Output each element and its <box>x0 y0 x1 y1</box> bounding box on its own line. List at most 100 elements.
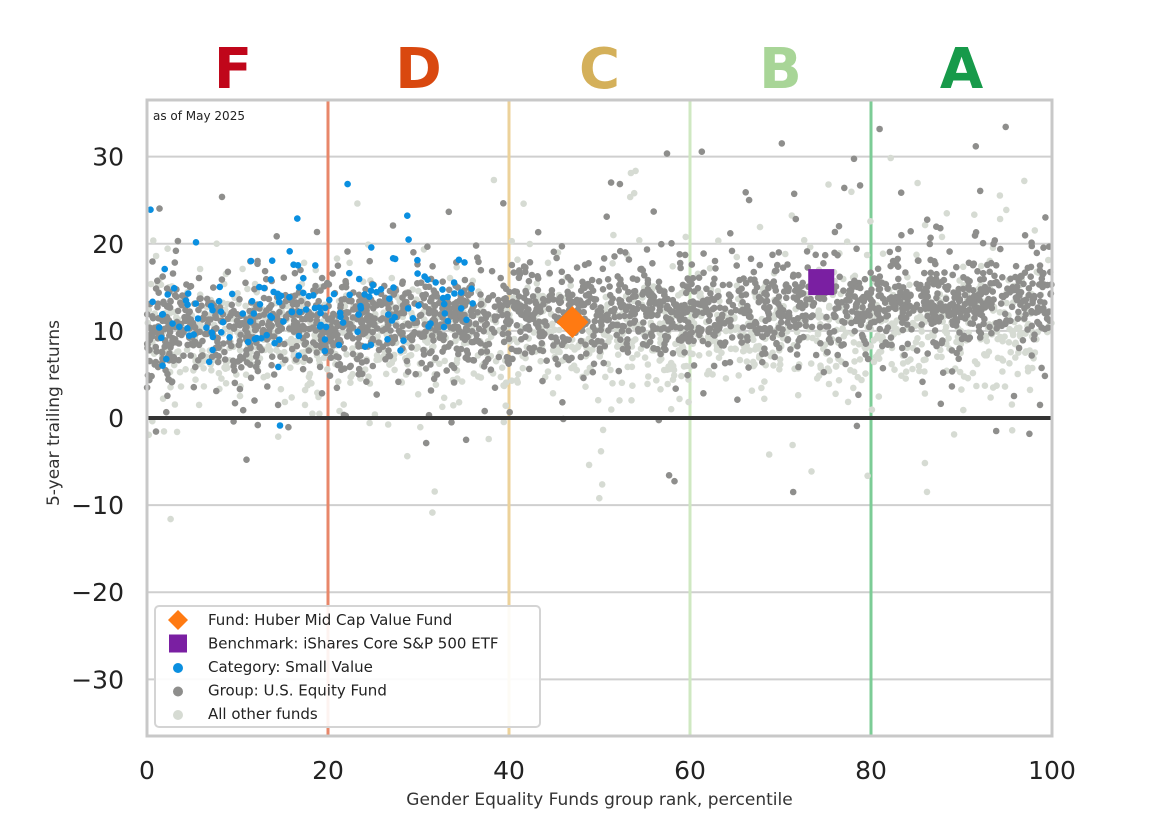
all-other-fund-point <box>870 358 878 366</box>
group-fund-point <box>451 309 459 317</box>
group-fund-point <box>700 390 707 397</box>
group-fund-point <box>927 234 934 242</box>
group-fund-point <box>629 275 637 282</box>
all-other-fund-point <box>452 337 459 345</box>
group-fund-point <box>495 353 503 361</box>
all-other-fund-point <box>421 316 428 323</box>
category-fund-point <box>170 284 178 292</box>
group-fund-point <box>932 340 940 347</box>
all-other-fund-point <box>644 380 651 388</box>
group-fund-point <box>304 300 311 308</box>
all-other-fund-point <box>287 364 294 372</box>
group-fund-point <box>430 375 438 383</box>
group-fund-point <box>553 254 560 262</box>
group-fund-point <box>858 295 865 303</box>
group-fund-point <box>239 406 247 414</box>
all-other-fund-point <box>923 488 931 496</box>
group-fund-point <box>904 340 912 348</box>
group-fund-point <box>1030 335 1038 343</box>
group-fund-point <box>899 284 907 291</box>
category-fund-point <box>295 332 303 340</box>
group-fund-point <box>212 314 220 322</box>
group-fund-point <box>355 334 363 342</box>
group-fund-point <box>715 292 722 300</box>
all-other-fund-point <box>636 237 643 244</box>
group-fund-point <box>385 305 392 312</box>
all-other-fund-point <box>921 459 929 467</box>
group-fund-point <box>518 311 525 318</box>
group-fund-point <box>243 456 250 464</box>
group-fund-point <box>959 304 967 312</box>
group-fund-point <box>256 344 264 352</box>
category-fund-point <box>386 295 393 303</box>
group-fund-point <box>715 316 722 323</box>
all-other-fund-point <box>281 398 289 406</box>
group-fund-point <box>640 319 647 326</box>
group-fund-point <box>503 310 511 318</box>
all-other-fund-point <box>922 356 929 363</box>
group-fund-point <box>595 278 603 285</box>
group-fund-point <box>697 328 704 335</box>
all-other-fund-point <box>733 253 741 261</box>
group-fund-point <box>562 353 570 361</box>
group-fund-point <box>427 387 435 394</box>
group-fund-point <box>500 338 508 346</box>
group-fund-point <box>779 312 786 319</box>
group-fund-point <box>631 287 639 295</box>
all-other-fund-point <box>150 237 157 244</box>
group-fund-point <box>902 269 909 276</box>
category-fund-point <box>161 265 168 273</box>
group-fund-point <box>928 299 935 307</box>
group-fund-point <box>532 300 540 307</box>
as-of-note: as of May 2025 <box>153 109 245 123</box>
all-other-fund-point <box>987 394 994 401</box>
all-other-fund-point <box>628 397 635 404</box>
group-fund-point <box>677 264 684 272</box>
category-fund-point <box>322 323 330 331</box>
group-fund-point <box>851 277 858 285</box>
group-fund-point <box>472 242 480 249</box>
group-fund-point <box>450 379 458 386</box>
group-fund-point <box>616 313 623 320</box>
group-fund-point <box>385 347 392 354</box>
group-fund-point <box>832 313 839 320</box>
all-other-fund-point <box>856 356 864 363</box>
category-fund-point <box>253 334 261 342</box>
all-other-fund-point <box>863 251 871 259</box>
group-fund-point <box>765 327 773 335</box>
group-fund-point <box>253 350 261 358</box>
group-fund-point <box>685 305 692 313</box>
category-fund-point <box>215 297 223 305</box>
all-other-fund-point <box>458 378 466 385</box>
all-other-fund-point <box>843 238 851 245</box>
all-other-fund-point <box>610 231 617 239</box>
group-fund-point <box>625 288 632 296</box>
group-fund-point <box>881 307 888 315</box>
all-other-fund-point <box>440 394 448 402</box>
group-fund-point <box>784 336 792 343</box>
group-fund-point <box>971 299 978 307</box>
group-fund-point <box>755 298 763 306</box>
group-fund-point <box>481 407 489 415</box>
highlighted-funds <box>556 269 835 339</box>
group-fund-point <box>171 292 179 299</box>
all-other-fund-point <box>844 398 852 406</box>
group-fund-point <box>682 289 690 297</box>
group-fund-point <box>794 342 801 350</box>
group-fund-point <box>754 329 761 337</box>
group-fund-point <box>869 298 876 306</box>
group-fund-point <box>281 356 289 364</box>
group-fund-point <box>505 320 512 328</box>
group-fund-point <box>986 323 993 331</box>
group-fund-point <box>474 309 481 316</box>
group-fund-point <box>538 340 546 347</box>
category-fund-point <box>414 256 421 264</box>
group-fund-point <box>439 278 447 286</box>
group-fund-point <box>520 263 528 270</box>
group-fund-point <box>579 278 586 286</box>
category-fund-point <box>441 310 449 317</box>
group-fund-point <box>159 273 166 280</box>
group-fund-point <box>288 345 296 353</box>
group-fund-point <box>175 330 183 338</box>
